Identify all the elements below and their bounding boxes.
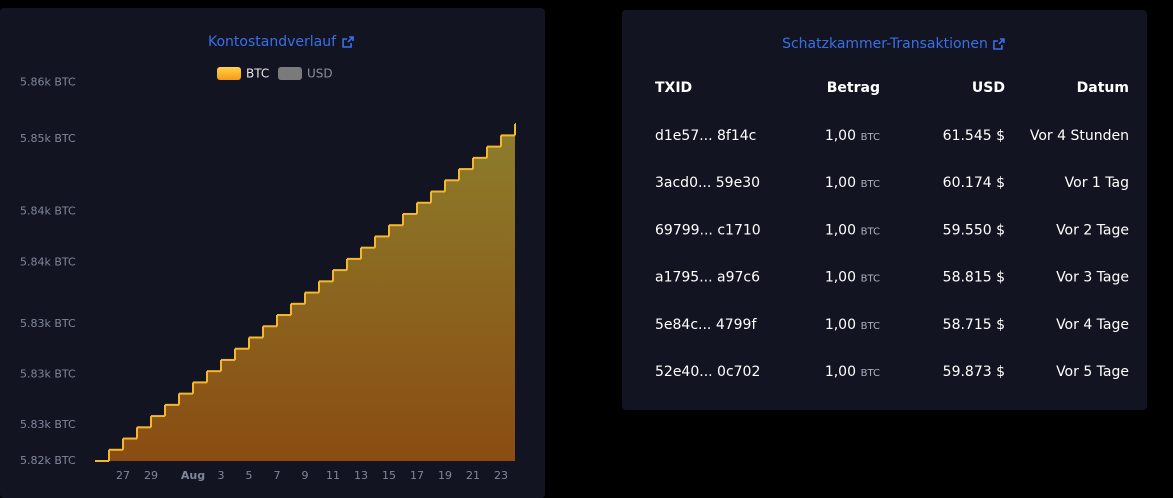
amount-unit: BTC bbox=[861, 321, 880, 332]
x-tick-label: 5 bbox=[246, 469, 253, 482]
legend-swatch bbox=[278, 67, 302, 80]
amount: 1,00 bbox=[825, 270, 856, 286]
external-link-icon[interactable] bbox=[342, 36, 354, 48]
txid-link[interactable]: a1795... a97c6 bbox=[655, 270, 760, 286]
txid-link[interactable]: 69799... c1710 bbox=[655, 222, 761, 238]
amount: 1,00 bbox=[825, 128, 856, 144]
header-usd: USD bbox=[972, 80, 1005, 96]
usd-value: 59.550 $ bbox=[943, 222, 1005, 238]
txid-link[interactable]: 3acd0... 59e30 bbox=[655, 175, 760, 191]
external-link-icon[interactable] bbox=[993, 38, 1005, 50]
date: Vor 3 Tage bbox=[1056, 270, 1129, 286]
chart-title[interactable]: Kontostandverlauf bbox=[208, 34, 337, 50]
amount-unit: BTC bbox=[861, 368, 880, 379]
usd-value: 58.815 $ bbox=[943, 270, 1005, 286]
amount: 1,00 bbox=[825, 175, 856, 191]
usd-value: 59.873 $ bbox=[943, 364, 1005, 380]
date: Vor 4 Tage bbox=[1056, 317, 1129, 333]
y-tick-label: 5.84k BTC bbox=[20, 255, 76, 268]
amount-unit: BTC bbox=[861, 274, 880, 285]
amount: 1,00 bbox=[825, 222, 856, 238]
legend-label[interactable]: BTC bbox=[246, 67, 269, 81]
amount-unit: BTC bbox=[861, 226, 880, 237]
y-tick-label: 5.86k BTC bbox=[20, 76, 76, 89]
header-txid: TXID bbox=[655, 80, 692, 96]
table-panel bbox=[622, 10, 1147, 410]
header-date: Datum bbox=[1077, 80, 1129, 96]
usd-value: 61.545 $ bbox=[943, 128, 1005, 144]
x-tick-label: 27 bbox=[116, 469, 130, 482]
txid-link[interactable]: d1e57... 8f14c bbox=[655, 128, 756, 144]
date: Vor 1 Tag bbox=[1065, 175, 1129, 191]
x-tick-label: 11 bbox=[326, 469, 340, 482]
date: Vor 4 Stunden bbox=[1030, 128, 1129, 144]
y-tick-label: 5.83k BTC bbox=[20, 418, 76, 431]
x-tick-label: 7 bbox=[274, 469, 281, 482]
x-tick-label: 23 bbox=[494, 469, 508, 482]
x-tick-label: 9 bbox=[302, 469, 309, 482]
y-tick-label: 5.84k BTC bbox=[20, 205, 76, 218]
x-tick-label: 15 bbox=[382, 469, 396, 482]
x-tick-label: Aug bbox=[181, 469, 205, 482]
x-tick-label: 19 bbox=[438, 469, 452, 482]
amount-unit: BTC bbox=[861, 132, 880, 143]
txid-link[interactable]: 5e84c... 4799f bbox=[655, 317, 757, 333]
x-tick-label: 29 bbox=[144, 469, 158, 482]
legend-label[interactable]: USD bbox=[307, 67, 333, 81]
y-tick-label: 5.82k BTC bbox=[20, 454, 76, 467]
x-tick-label: 3 bbox=[218, 469, 225, 482]
y-tick-label: 5.83k BTC bbox=[20, 368, 76, 381]
amount-unit: BTC bbox=[861, 179, 880, 190]
txid-link[interactable]: 52e40... 0c702 bbox=[655, 364, 760, 380]
x-tick-label: 17 bbox=[410, 469, 424, 482]
x-tick-label: 21 bbox=[466, 469, 480, 482]
date: Vor 2 Tage bbox=[1056, 222, 1129, 238]
amount: 1,00 bbox=[825, 364, 856, 380]
y-tick-label: 5.85k BTC bbox=[20, 132, 76, 145]
header-amount: Betrag bbox=[827, 80, 880, 96]
amount: 1,00 bbox=[825, 317, 856, 333]
table-title[interactable]: Schatzkammer-Transaktionen bbox=[782, 36, 988, 52]
x-tick-label: 13 bbox=[354, 469, 368, 482]
date: Vor 5 Tage bbox=[1056, 364, 1129, 380]
usd-value: 58.715 $ bbox=[943, 317, 1005, 333]
y-tick-label: 5.83k BTC bbox=[20, 317, 76, 330]
usd-value: 60.174 $ bbox=[943, 175, 1005, 191]
legend-swatch bbox=[217, 67, 241, 80]
